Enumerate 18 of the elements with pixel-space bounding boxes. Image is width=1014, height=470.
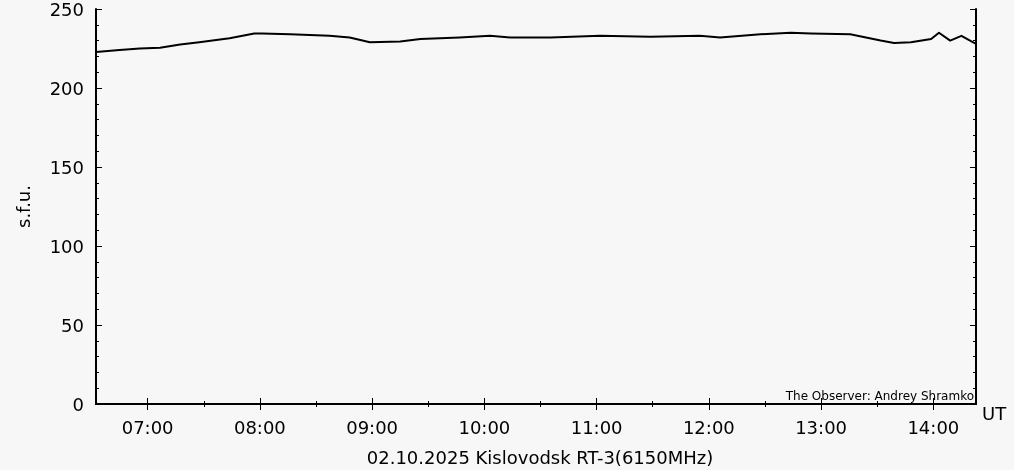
x-tick-label: 11:00 <box>570 416 623 438</box>
text: 02.10.2025 Kislovodsk RT-3(6150MHz) <box>366 446 714 468</box>
x-tick-label: 07:00 <box>121 416 174 438</box>
y-tick-label: 150 <box>49 156 84 178</box>
y-tick-label: 100 <box>49 235 84 257</box>
annotation: The Observer: Andrey Shramko <box>784 389 975 403</box>
x-tick-label: 10:00 <box>458 416 511 438</box>
y-tick-label: 250 <box>49 0 84 20</box>
y-tick-label: 50 <box>61 314 84 336</box>
y-tick-label: 0 <box>72 393 84 415</box>
x-tick-label: 08:00 <box>233 416 286 438</box>
y-tick-label: 200 <box>49 77 84 99</box>
x-axis-title: UT <box>982 402 1008 424</box>
x-tick-label: 12:00 <box>682 416 735 438</box>
y-axis-title: s.f.u. <box>12 185 34 228</box>
x-tick-label: 13:00 <box>795 416 848 438</box>
x-tick-label: 14:00 <box>907 416 960 438</box>
x-tick-label: 09:00 <box>346 416 399 438</box>
